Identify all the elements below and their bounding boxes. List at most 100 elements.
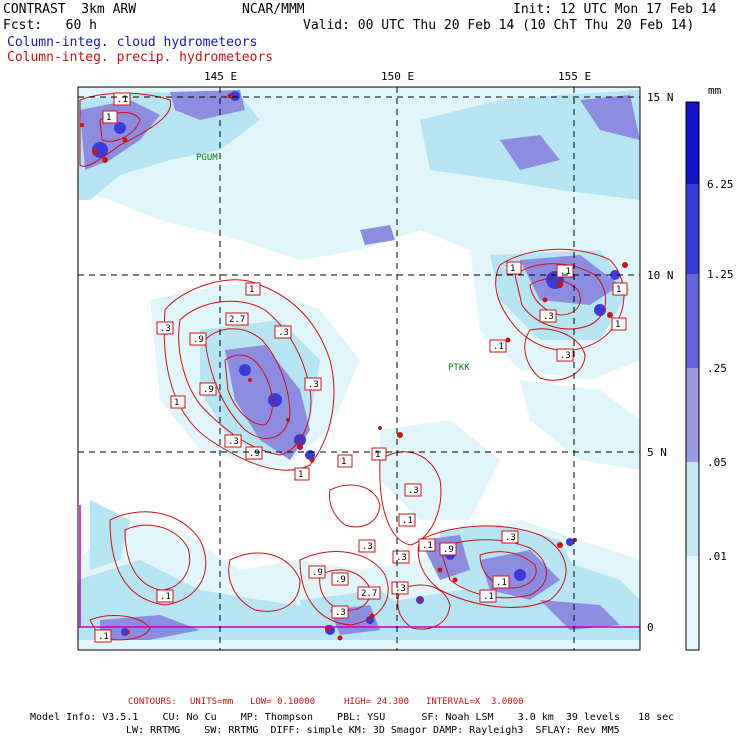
contour-label: .3 xyxy=(156,321,174,335)
svg-text:1: 1 xyxy=(375,450,380,460)
svg-text:.3: .3 xyxy=(308,380,319,390)
svg-text:1: 1 xyxy=(298,470,303,480)
lat-label-5n: 5 N xyxy=(647,446,667,459)
colorbar-segment xyxy=(686,184,699,274)
contour-label: .9 xyxy=(331,572,349,586)
lon-label-155: 155 E xyxy=(558,70,591,83)
contour-label-group: 1 1 1 1 .3 2.7 .9 .3 .9 1 .3 .3 .9 1 1 .… xyxy=(94,92,628,643)
contour-label: .3 xyxy=(501,530,519,544)
svg-text:1: 1 xyxy=(341,457,346,467)
colorbar-label: 6.25 xyxy=(707,178,734,191)
svg-text:2.7: 2.7 xyxy=(229,315,245,325)
colorbar-segment xyxy=(686,274,699,368)
colorbar-segment xyxy=(686,368,699,462)
model-info-line2: LW: RRTMG SW: RRTMG DIFF: simple KM: 3D … xyxy=(126,725,620,736)
lat-lon-grid xyxy=(78,87,640,650)
contour-label: 2.7 xyxy=(225,312,249,326)
lon-label-150: 150 E xyxy=(381,70,414,83)
svg-text:.3: .3 xyxy=(543,312,554,322)
field-label-cloud: Column-integ. cloud hydrometeors xyxy=(7,35,258,50)
lat-label-0: 0 xyxy=(647,621,654,634)
contour-label: .3 xyxy=(556,348,574,362)
contour-label: 1 xyxy=(611,317,627,331)
svg-text:1: 1 xyxy=(174,398,179,408)
contour-label: .1 xyxy=(556,264,574,278)
colorbar-segment xyxy=(686,102,699,184)
contour-label: .3 xyxy=(404,483,422,497)
svg-text:.3: .3 xyxy=(362,542,373,552)
contour-label: 1 xyxy=(170,395,186,409)
model-info-line1: Model Info: V3.5.1 CU: No Cu MP: Thompso… xyxy=(30,712,675,723)
contour-label: .9 xyxy=(189,332,207,346)
svg-text:.3: .3 xyxy=(560,351,571,361)
svg-text:.1: .1 xyxy=(422,541,433,551)
contours-low: LOW= 0.10000 xyxy=(250,697,316,707)
svg-text:.3: .3 xyxy=(395,584,406,594)
organization: NCAR/MMM xyxy=(242,2,305,17)
svg-text:.9: .9 xyxy=(193,335,204,345)
contour-label: .9 xyxy=(199,382,217,396)
svg-text:1: 1 xyxy=(106,113,111,123)
contour-label: .3 xyxy=(539,309,557,323)
contour-label: .1 xyxy=(94,629,112,643)
lat-label-10n: 10 N xyxy=(647,269,674,282)
svg-text:1: 1 xyxy=(249,285,254,295)
contour-label: 1 xyxy=(294,467,310,481)
contour-label: .3 xyxy=(274,325,292,339)
contours-units: UNITS=mm xyxy=(190,697,234,707)
svg-text:1: 1 xyxy=(616,285,621,295)
svg-text:.1: .1 xyxy=(493,342,504,352)
svg-text:.9: .9 xyxy=(335,575,346,585)
contour-label: .1 xyxy=(398,513,416,527)
svg-text:.3: .3 xyxy=(408,486,419,496)
svg-text:2.7: 2.7 xyxy=(361,589,377,599)
contour-label: .3 xyxy=(224,434,242,448)
contour-label: .9 xyxy=(245,446,263,460)
colorbar-frame xyxy=(685,101,700,651)
contours-high: HIGH= 24.300 xyxy=(344,697,410,707)
svg-text:.9: .9 xyxy=(443,545,454,555)
svg-text:.9: .9 xyxy=(203,385,214,395)
cloud-shading xyxy=(78,87,640,650)
svg-text:.3: .3 xyxy=(396,553,407,563)
contour-label: 1 xyxy=(102,110,118,124)
contour-label: .1 xyxy=(418,538,436,552)
svg-text:.1: .1 xyxy=(496,578,507,588)
svg-text:1: 1 xyxy=(510,264,515,274)
field-label-precip: Column-integ. precip. hydrometeors xyxy=(7,50,274,65)
contour-label: .1 xyxy=(489,339,507,353)
svg-text:.1: .1 xyxy=(160,592,171,602)
contour-label: .9 xyxy=(439,542,457,556)
contour-label: .3 xyxy=(358,539,376,553)
contour-label: .3 xyxy=(331,605,349,619)
svg-text:.3: .3 xyxy=(228,437,239,447)
svg-text:.1: .1 xyxy=(560,267,571,277)
colorbar xyxy=(685,101,700,651)
contour-label: 1 xyxy=(371,447,387,461)
svg-text:.9: .9 xyxy=(249,449,260,459)
svg-text:.3: .3 xyxy=(505,533,516,543)
colorbar-label: .25 xyxy=(707,362,727,375)
contour-label: 2.7 xyxy=(357,586,381,600)
lat-label-15n: 15 N xyxy=(647,91,674,104)
svg-text:.3: .3 xyxy=(160,324,171,334)
forecast-hour: Fcst: 60 h xyxy=(3,18,97,33)
init-time: Init: 12 UTC Mon 17 Feb 14 xyxy=(513,2,717,17)
contour-label: 1 xyxy=(337,454,353,468)
contour-label: .3 xyxy=(392,550,410,564)
svg-text:.3: .3 xyxy=(335,608,346,618)
colorbar-segment xyxy=(686,556,699,650)
contour-label: 1 xyxy=(245,282,261,296)
colorbar-segment xyxy=(686,462,699,556)
contour-label: .9 xyxy=(308,565,326,579)
svg-text:.1: .1 xyxy=(483,592,494,602)
map-frame xyxy=(77,86,641,651)
colorbar-label: .01 xyxy=(707,550,727,563)
station-label-pgum: PGUM xyxy=(196,153,218,163)
svg-text:.3: .3 xyxy=(278,328,289,338)
contour-label: .1 xyxy=(156,589,174,603)
svg-text:.1: .1 xyxy=(402,516,413,526)
svg-text:.1: .1 xyxy=(98,632,109,642)
svg-text:.9: .9 xyxy=(312,568,323,578)
